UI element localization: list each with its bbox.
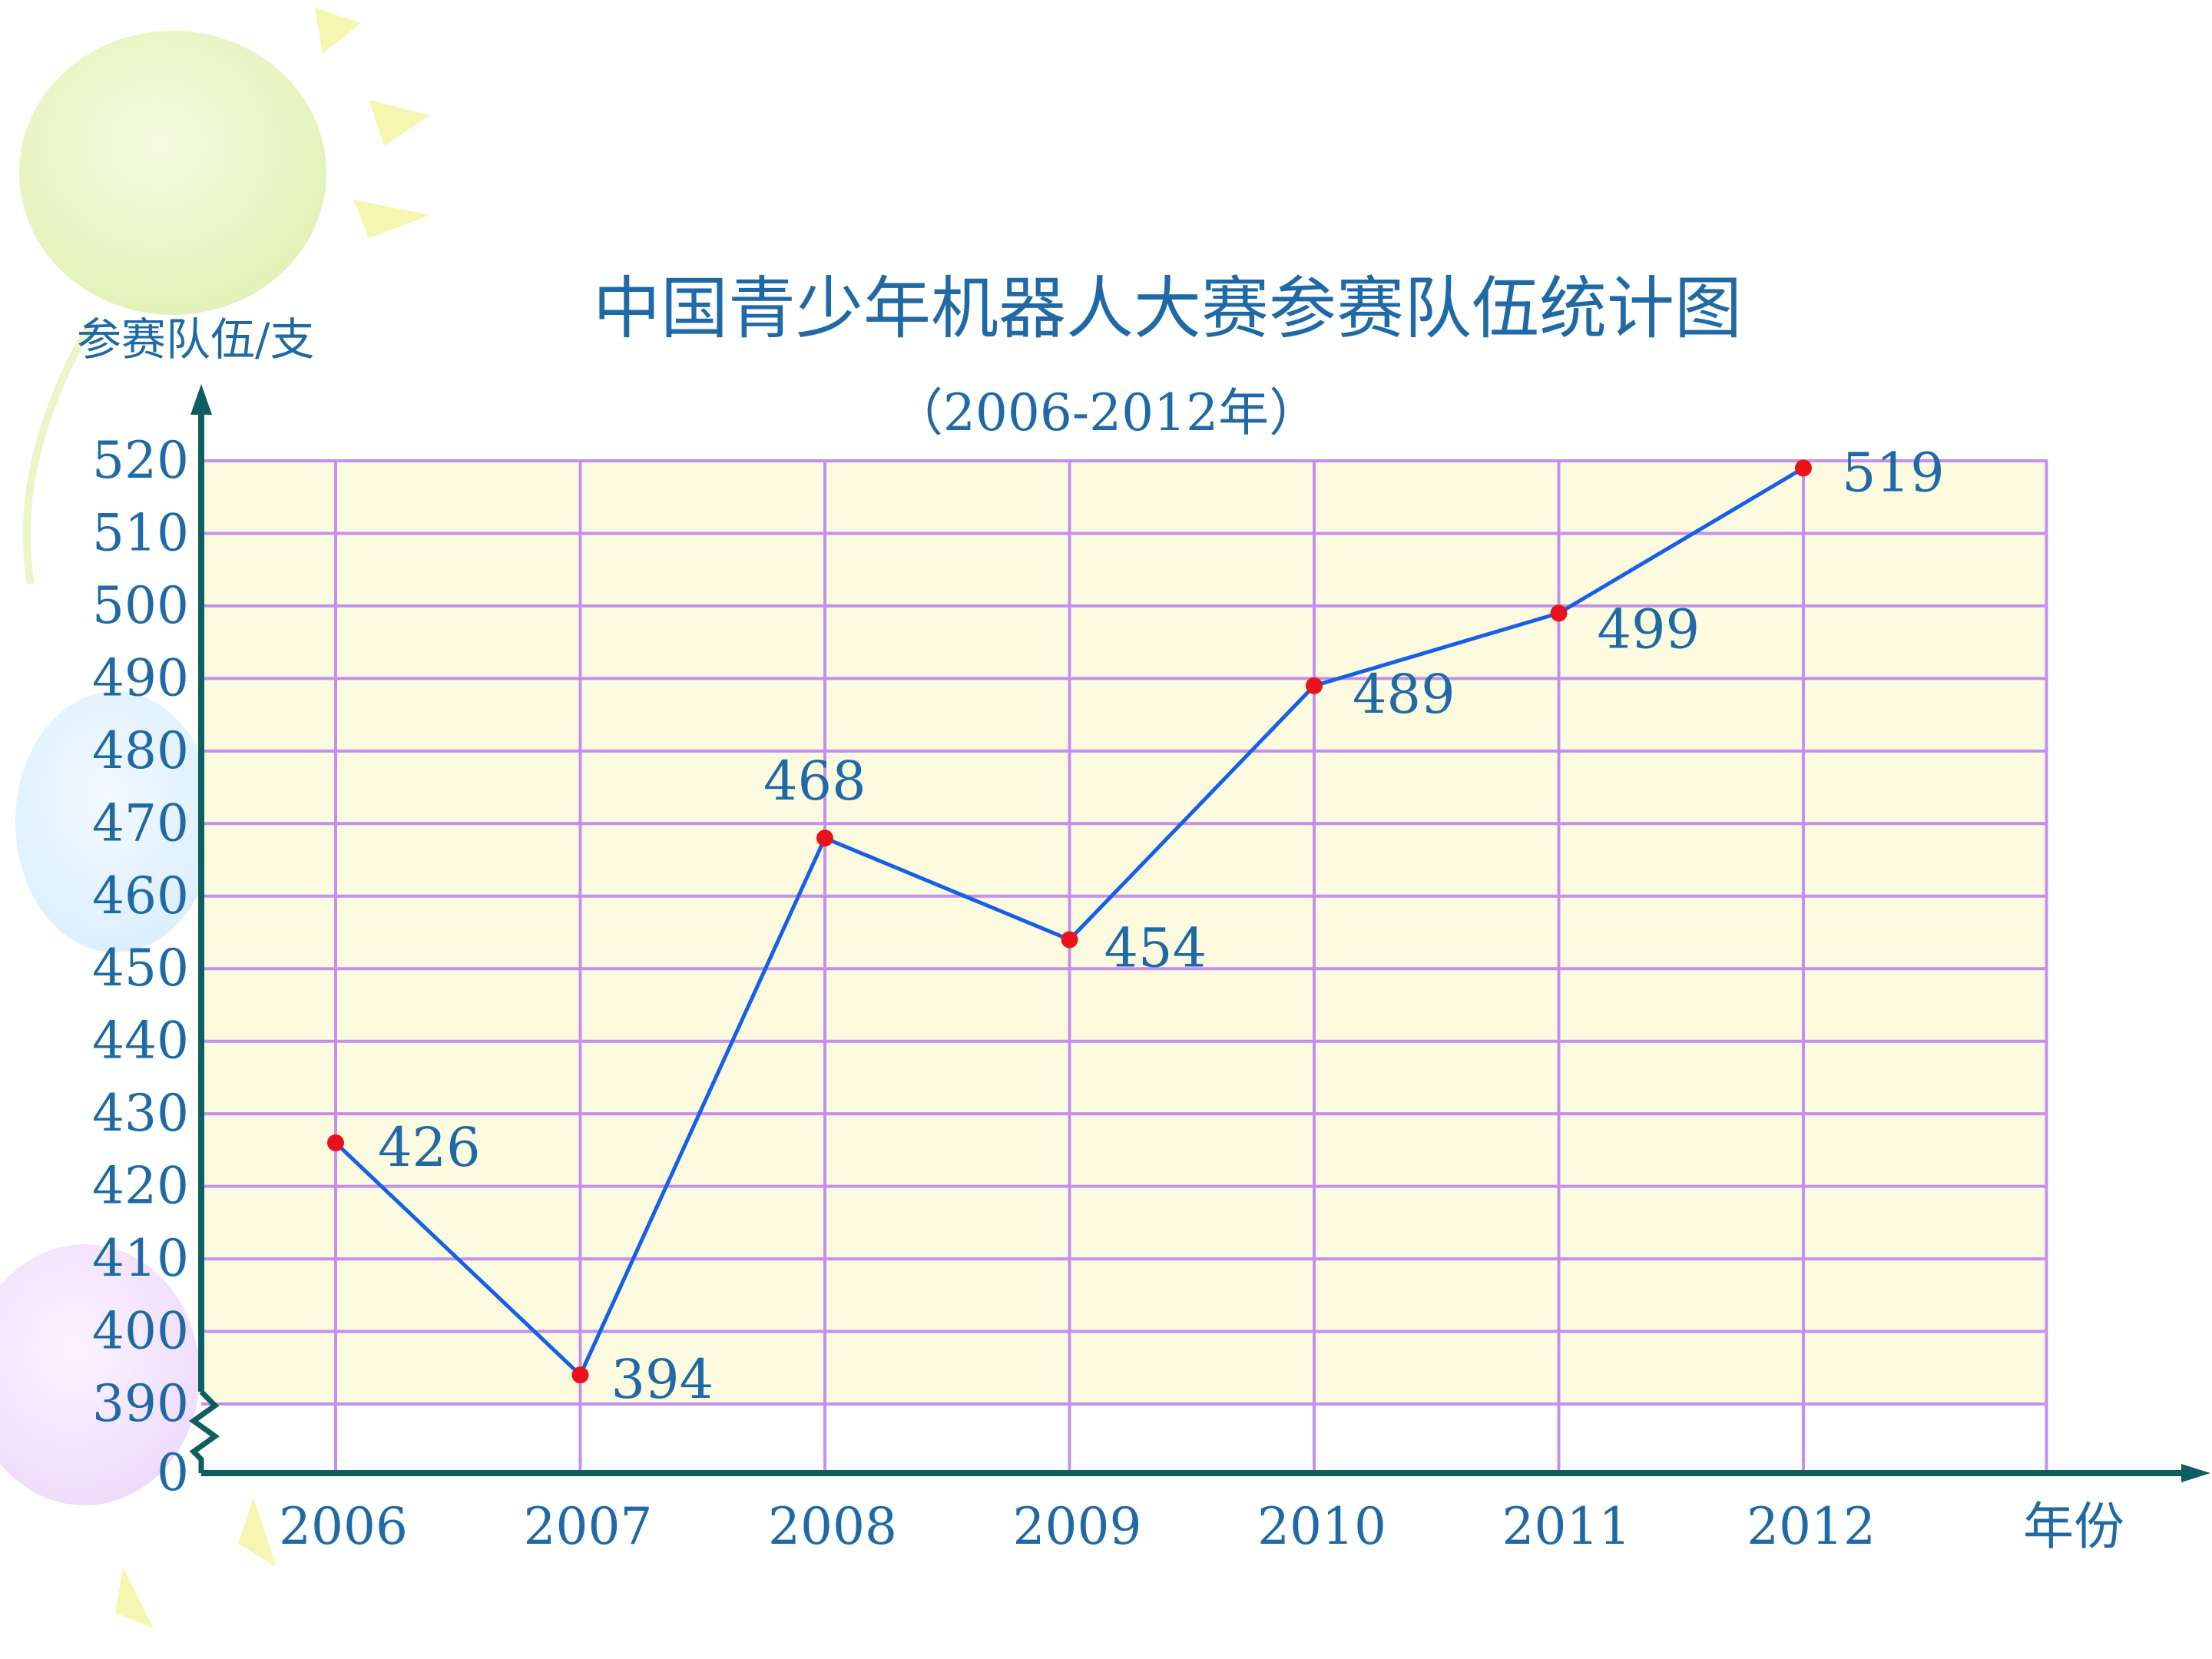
data-label: 519 <box>1842 441 1945 504</box>
tick-labels: 0 390 400 410 420 430 440 450 460 470 480 490 500 510… <box>92 431 1876 1556</box>
x-tick-label: 2012 <box>1747 1497 1876 1556</box>
x-tick-label: 2008 <box>768 1497 897 1556</box>
y-tick-label: 410 <box>92 1229 189 1288</box>
y-axis-title: 参赛队伍/支 <box>77 313 315 366</box>
data-label: 454 <box>1104 916 1207 979</box>
x-axis-arrow <box>2181 1464 2210 1482</box>
ray-shape <box>315 8 361 54</box>
ray-shape <box>369 100 430 146</box>
data-label: 468 <box>763 750 866 813</box>
blue-balloon-shape <box>15 691 215 952</box>
data-label: 499 <box>1598 598 1700 661</box>
x-tick-label: 2009 <box>1013 1497 1142 1556</box>
plot-area <box>201 461 2048 1404</box>
data-point <box>1061 931 1078 949</box>
y-tick-label: 430 <box>92 1084 189 1143</box>
data-point <box>1550 604 1568 622</box>
chart-title: 中国青少年机器人大赛参赛队伍统计图 <box>593 269 1742 348</box>
green-balloon-shape <box>19 31 326 315</box>
y-tick-label: 490 <box>92 648 189 707</box>
y-tick-label: 520 <box>92 431 189 490</box>
x-tick-label: 2010 <box>1257 1497 1386 1556</box>
data-point <box>816 830 833 847</box>
y-tick-label: 480 <box>92 721 189 780</box>
ray-shape <box>115 1567 154 1628</box>
ray-shape <box>353 200 430 238</box>
balloon-string <box>22 320 96 584</box>
series-group: 426 394 468 454 489 499 519 <box>327 441 1945 1411</box>
y-tick-label: 460 <box>92 866 189 926</box>
balloon-decoration <box>0 8 430 1628</box>
axes <box>188 384 2210 1482</box>
y-tick-label: 400 <box>92 1302 189 1361</box>
y-tick-label: 420 <box>92 1157 189 1216</box>
data-label: 394 <box>611 1348 714 1411</box>
ray-shape <box>238 1498 276 1567</box>
y-tick-label: 440 <box>92 1012 189 1071</box>
data-label: 426 <box>378 1116 481 1179</box>
data-label: 489 <box>1353 663 1455 726</box>
y-tick-label: 0 <box>157 1443 189 1502</box>
y-tick-label: 450 <box>92 939 189 998</box>
grid-lines <box>201 459 2048 1473</box>
x-tick-label: 2007 <box>524 1497 653 1556</box>
chart-subtitle: （2006-2012年） <box>892 383 1320 442</box>
purple-balloon-shape <box>0 1244 200 1505</box>
y-tick-label: 390 <box>92 1374 189 1433</box>
y-tick-label: 470 <box>92 793 189 853</box>
x-tick-label: 2006 <box>279 1497 408 1556</box>
y-axis-arrow <box>190 384 212 415</box>
x-tick-label: 2011 <box>1502 1497 1631 1556</box>
data-point <box>1795 459 1812 477</box>
data-point <box>1306 677 1323 694</box>
data-point <box>327 1134 344 1151</box>
y-tick-label: 510 <box>92 503 189 562</box>
y-tick-label: 500 <box>92 576 189 635</box>
y-axis-break <box>188 1389 220 1473</box>
data-point <box>571 1366 589 1384</box>
x-axis-title: 年份 <box>2023 1497 2124 1556</box>
